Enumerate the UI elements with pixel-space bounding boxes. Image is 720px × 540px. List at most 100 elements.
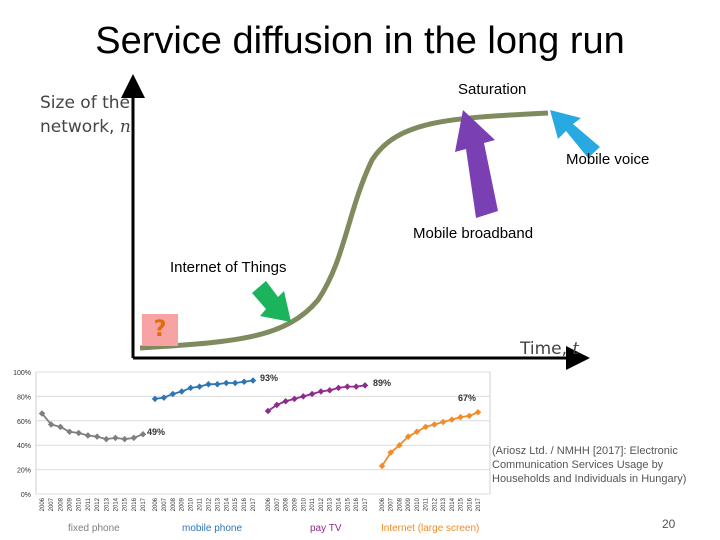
data-point [160, 394, 168, 401]
end-value-label: 49% [147, 427, 165, 437]
data-point [249, 377, 257, 384]
x-tick-label: 2016 [354, 497, 360, 511]
x-tick-label: 2010 [415, 497, 421, 511]
saturation-label: Saturation [458, 81, 527, 98]
mobile-broadband-arrow [455, 110, 498, 218]
data-point [66, 428, 73, 436]
legend-entry: pay TV [310, 523, 342, 534]
data-point [474, 409, 482, 416]
x-tick-label: 2016 [467, 497, 473, 511]
data-point [361, 382, 369, 389]
data-point [112, 434, 119, 442]
x-tick-label: 2012 [95, 497, 101, 511]
x-tick-label: 2010 [77, 497, 83, 511]
x-tick-label: 2009 [292, 497, 298, 511]
data-point [448, 416, 456, 423]
data-point [84, 432, 92, 439]
x-tick-label: 2009 [406, 497, 412, 511]
data-point [130, 434, 138, 442]
data-point [178, 388, 185, 395]
data-point [413, 428, 421, 436]
data-point [404, 433, 412, 440]
x-tick-label: 2012 [319, 497, 325, 511]
x-tick-label: 2014 [450, 497, 456, 511]
legend-entry: fixed phone [68, 523, 120, 534]
data-point [231, 379, 239, 387]
data-point [344, 383, 351, 390]
data-point [282, 398, 289, 405]
data-point [273, 401, 281, 409]
x-tick-label: 2014 [337, 497, 343, 511]
x-tick-label: 2015 [345, 497, 351, 511]
y-tick-label: 60% [17, 419, 31, 426]
data-point [439, 418, 447, 426]
x-tick-label: 2011 [86, 497, 92, 511]
x-tick-label: 2007 [389, 497, 395, 511]
data-point [103, 435, 110, 443]
x-tick-label: 2011 [198, 497, 204, 511]
series-line [41, 412, 144, 441]
data-point [317, 388, 325, 395]
y-tick-label: 80% [17, 394, 31, 401]
x-tick-label: 2009 [68, 497, 74, 511]
x-tick-label: 2009 [180, 497, 186, 511]
x-tick-label: 2015 [123, 497, 129, 511]
x-tick-label: 2016 [132, 497, 138, 511]
legend-entry: mobile phone [182, 523, 242, 534]
x-tick-label: 2013 [441, 497, 447, 511]
x-tick-label: 2007 [162, 497, 168, 511]
internet-of-things-arrow [252, 281, 291, 322]
data-point [457, 413, 464, 421]
data-point [121, 435, 128, 443]
x-tick-label: 2013 [215, 497, 221, 511]
data-point [352, 383, 360, 390]
x-tick-label: 2006 [380, 497, 386, 511]
slide-title: Service diffusion in the long run [95, 20, 625, 62]
data-point [396, 441, 403, 449]
internet-of-things-label: Internet of Things [170, 259, 287, 276]
data-point [187, 384, 194, 392]
mobile-voice-arrow [550, 110, 600, 158]
end-value-label: 93% [260, 373, 278, 383]
page-number: 20 [662, 517, 676, 531]
x-tick-label: 2015 [233, 497, 239, 511]
question-mark-box: ? [142, 314, 178, 346]
x-tick-label: 2017 [141, 497, 147, 511]
data-point [378, 462, 386, 470]
mobile-voice-label: Mobile voice [566, 151, 650, 168]
s-curve [139, 110, 549, 351]
x-axis-label: Time, t [520, 337, 579, 361]
x-tick-label: 2006 [153, 497, 159, 511]
x-tick-label: 2008 [397, 497, 403, 511]
data-point [335, 384, 342, 392]
x-tick-label: 2007 [275, 497, 281, 511]
data-point [57, 423, 64, 431]
x-tick-label: 2010 [189, 497, 195, 511]
x-tick-label: 2007 [49, 497, 55, 511]
x-tick-label: 2008 [58, 497, 64, 511]
data-point [264, 407, 272, 415]
x-tick-label: 2008 [284, 497, 290, 511]
data-point [422, 423, 429, 431]
data-point [214, 380, 221, 388]
y-tick-label: 40% [17, 443, 31, 450]
legend-entry: Internet (large screen) [381, 523, 479, 534]
x-tick-label: 2013 [328, 497, 334, 511]
data-point [196, 383, 203, 390]
end-value-label: 89% [373, 378, 391, 388]
y-axis-label: Size of the network, n [40, 91, 131, 139]
x-tick-label: 2012 [206, 497, 212, 511]
x-tick-label: 2017 [363, 497, 369, 511]
x-tick-label: 2006 [40, 497, 46, 511]
data-point [431, 421, 438, 428]
y-tick-label: 0% [21, 492, 31, 499]
data-point [151, 395, 159, 403]
y-tick-label: 100% [13, 370, 31, 377]
y-axis-label-line2: network, [40, 117, 120, 137]
x-tick-label: 2012 [432, 497, 438, 511]
x-tick-label: 2011 [424, 497, 430, 511]
x-tick-label: 2017 [251, 497, 257, 511]
x-tick-label: 2014 [113, 497, 119, 511]
